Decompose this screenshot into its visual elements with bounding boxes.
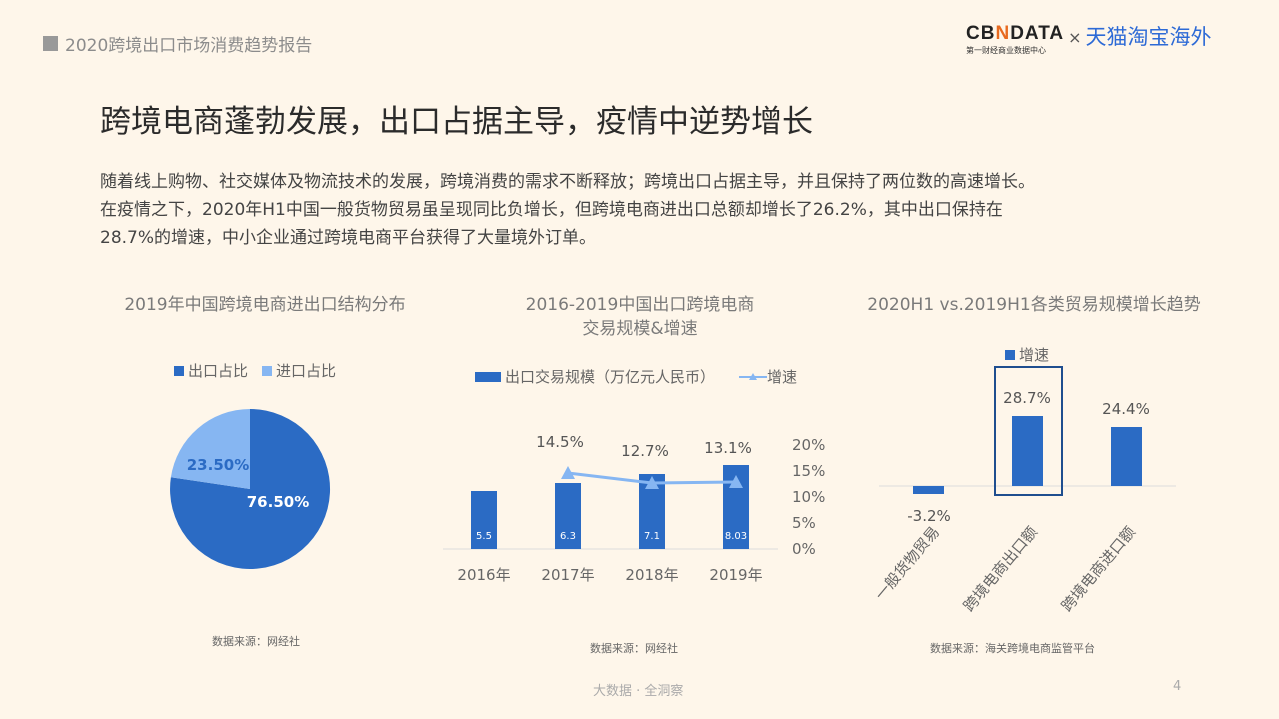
legend-swatch-growth (1005, 349, 1015, 360)
report-header: 2020跨境出口市场消费趋势报告 (43, 31, 312, 56)
cbndata-logo: CBNDATA 第一财经商业数据中心 (966, 23, 1065, 56)
legend-line-triangle-icon (739, 372, 768, 380)
svg-text:10%: 10% (792, 488, 825, 506)
bar-2016 (471, 491, 497, 549)
bar-cbec-import (1111, 427, 1142, 486)
pie-source: 数据来源：网经社 (212, 635, 300, 648)
cross-symbol: × (1068, 28, 1082, 47)
legend-swatch-export (174, 365, 184, 376)
bar-general-trade (913, 486, 944, 494)
svg-text:14.5%: 14.5% (536, 433, 584, 451)
export-chart-title: 2016-2019中国出口跨境电商 交易规模&增速 (525, 295, 755, 339)
growth-source: 数据来源：海关跨境电商监管平台 (930, 642, 1095, 655)
svg-text:7.1: 7.1 (644, 531, 660, 542)
svg-text:2016年: 2016年 (457, 566, 510, 584)
svg-text:6.3: 6.3 (560, 531, 576, 542)
pie-chart-title: 2019年中国跨境电商进出口结构分布 (124, 295, 406, 315)
pie-chart: 76.50% 23.50% (170, 409, 331, 569)
svg-text:13.1%: 13.1% (704, 439, 752, 457)
brand-logos: CBNDATA 第一财经商业数据中心 × 天猫淘宝海外 (966, 24, 1212, 56)
svg-text:20%: 20% (792, 436, 825, 454)
svg-text:76.50%: 76.50% (247, 493, 309, 511)
page-title: 跨境电商蓬勃发展，出口占据主导，疫情中逆势增长 (100, 104, 813, 140)
svg-text:跨境电商进口额: 跨境电商进口额 (1058, 523, 1139, 615)
svg-text:0%: 0% (792, 540, 816, 558)
growth-bar-chart: -3.2% 28.7% 24.4% 一般货物贸易 跨境电商出口额 跨境电商进口额 (871, 366, 1176, 615)
cbndata-subtitle: 第一财经商业数据中心 (966, 46, 1046, 55)
svg-text:28.7%: 28.7% (1003, 389, 1051, 407)
svg-text:-3.2%: -3.2% (907, 507, 951, 525)
growth-legend: 增速 (1005, 344, 1049, 365)
report-title: 2020跨境出口市场消费趋势报告 (65, 36, 313, 56)
svg-text:2017年: 2017年 (541, 566, 594, 584)
svg-text:12.7%: 12.7% (621, 442, 669, 460)
svg-text:23.50%: 23.50% (187, 456, 249, 474)
intro-paragraph: 随着线上购物、社交媒体及物流技术的发展，跨境消费的需求不断释放；跨境出口占据主导… (100, 172, 1035, 248)
svg-text:2019年: 2019年 (709, 566, 762, 584)
tmall-taobao-logo: 天猫淘宝海外 (1085, 25, 1212, 49)
pie-slice-export (170, 409, 331, 569)
export-legend: 出口交易规模（万亿元人民币） 增速 (475, 366, 797, 387)
svg-text:15%: 15% (792, 462, 825, 480)
header-square-icon (43, 36, 58, 51)
highlight-box (994, 366, 1063, 496)
svg-text:5.5: 5.5 (476, 531, 492, 542)
svg-text:2018年: 2018年 (625, 566, 678, 584)
footer-slogan: 大数据 · 全洞察 (593, 684, 684, 699)
growth-chart-title: 2020H1 vs.2019H1各类贸易规模增长趋势 (867, 295, 1201, 315)
export-bar-line-chart: 5.5 6.3 7.1 8.03 14.5% 12.7% 13.1% 20% 1… (443, 433, 825, 584)
pie-slice-import (170, 409, 250, 489)
svg-text:24.4%: 24.4% (1102, 400, 1150, 418)
svg-text:8.03: 8.03 (725, 531, 747, 542)
pie-legend: 出口占比 进口占比 (174, 360, 336, 381)
page-number: 4 (1173, 679, 1182, 694)
bar-2017 (555, 483, 581, 549)
legend-swatch-import (262, 365, 273, 376)
legend-swatch-scale (475, 371, 501, 382)
svg-text:跨境电商出口额: 跨境电商出口额 (960, 523, 1041, 615)
bar-cbec-export (1012, 416, 1043, 486)
svg-text:5%: 5% (792, 514, 816, 532)
svg-text:一般货物贸易: 一般货物贸易 (871, 523, 943, 604)
export-source: 数据来源：网经社 (590, 642, 678, 655)
